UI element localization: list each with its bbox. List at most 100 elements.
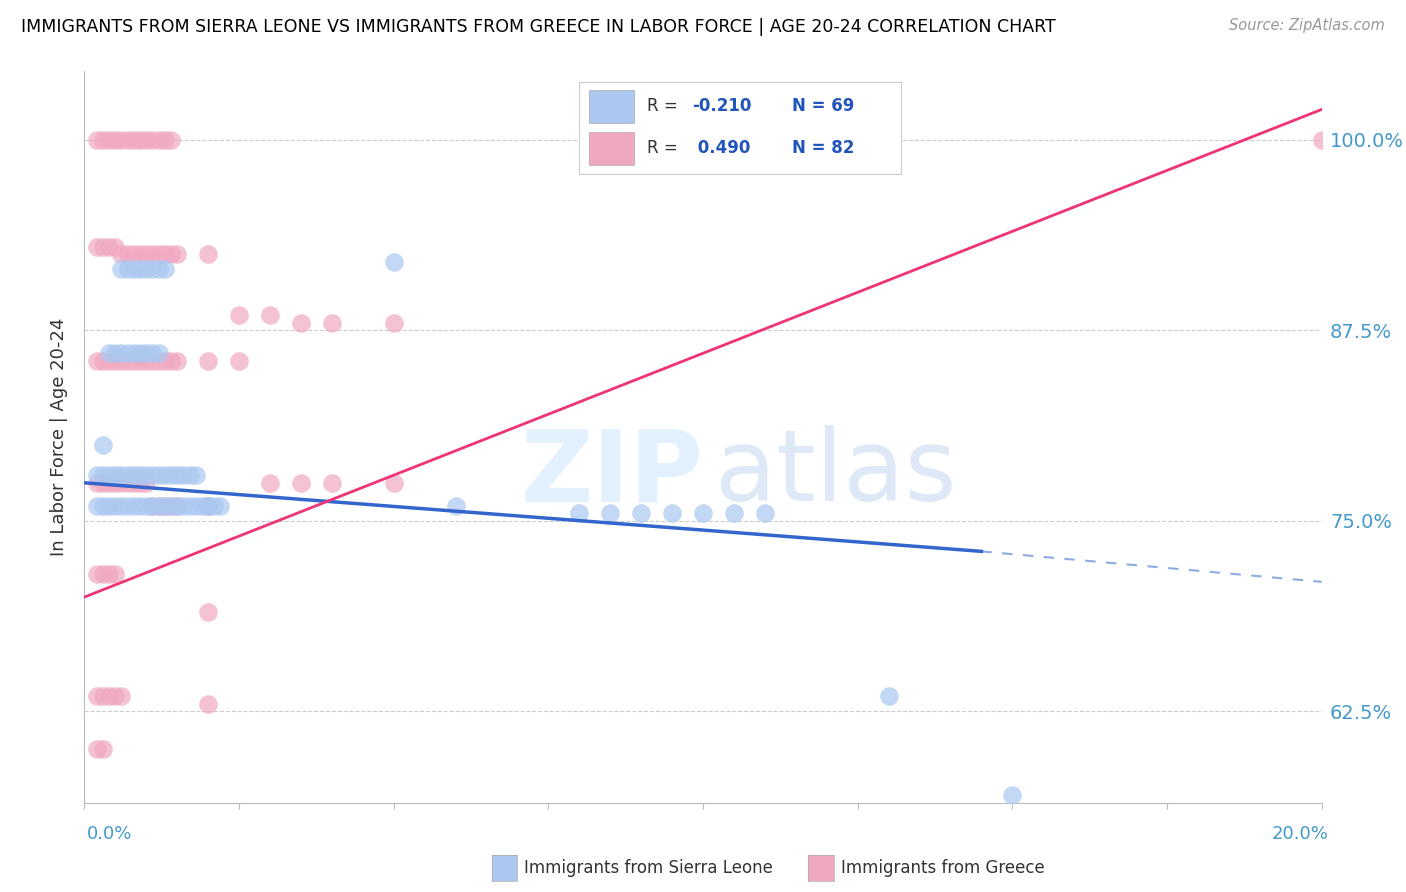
Point	[98, 499, 121, 513]
Point	[122, 499, 145, 513]
Text: Immigrants from Sierra Leone: Immigrants from Sierra Leone	[524, 859, 773, 877]
Point	[122, 346, 145, 360]
Point	[86, 475, 108, 490]
Point	[86, 689, 108, 703]
Point	[129, 262, 152, 277]
Point	[209, 499, 232, 513]
Point	[382, 255, 405, 269]
Point	[117, 346, 139, 360]
Point	[160, 499, 183, 513]
Point	[166, 499, 188, 513]
Point	[135, 499, 157, 513]
Point	[104, 346, 127, 360]
Point	[117, 468, 139, 483]
Point	[117, 133, 139, 147]
Point	[91, 468, 114, 483]
Point	[382, 316, 405, 330]
Text: 0.0%: 0.0%	[87, 825, 132, 843]
Point	[148, 354, 170, 368]
Point	[382, 475, 405, 490]
Point	[91, 567, 114, 582]
Text: IMMIGRANTS FROM SIERRA LEONE VS IMMIGRANTS FROM GREECE IN LABOR FORCE | AGE 20-2: IMMIGRANTS FROM SIERRA LEONE VS IMMIGRAN…	[21, 18, 1056, 36]
Point	[148, 247, 170, 261]
Point	[153, 468, 176, 483]
Point	[86, 567, 108, 582]
Point	[135, 133, 157, 147]
Point	[117, 475, 139, 490]
Point	[91, 689, 114, 703]
Point	[129, 346, 152, 360]
Point	[141, 133, 163, 147]
Point	[321, 316, 343, 330]
Point	[228, 308, 250, 322]
Point	[141, 499, 163, 513]
Point	[877, 689, 900, 703]
Point	[661, 506, 683, 520]
Point	[141, 354, 163, 368]
Point	[110, 262, 132, 277]
Point	[599, 506, 621, 520]
Point	[91, 475, 114, 490]
Point	[197, 499, 219, 513]
Text: Immigrants from Greece: Immigrants from Greece	[841, 859, 1045, 877]
Point	[723, 506, 745, 520]
Point	[104, 354, 127, 368]
Point	[98, 239, 121, 253]
Point	[98, 689, 121, 703]
Point	[135, 247, 157, 261]
Point	[104, 499, 127, 513]
Point	[110, 346, 132, 360]
Point	[290, 316, 312, 330]
Point	[110, 133, 132, 147]
Point	[148, 468, 170, 483]
Point	[129, 133, 152, 147]
Point	[104, 133, 127, 147]
Point	[160, 499, 183, 513]
Point	[141, 468, 163, 483]
Point	[86, 239, 108, 253]
Point	[172, 468, 194, 483]
Point	[191, 499, 214, 513]
Point	[141, 247, 163, 261]
Point	[153, 247, 176, 261]
Point	[135, 346, 157, 360]
Point	[122, 133, 145, 147]
Point	[630, 506, 652, 520]
Point	[122, 475, 145, 490]
Point	[104, 468, 127, 483]
Point	[110, 468, 132, 483]
Point	[160, 247, 183, 261]
Point	[110, 247, 132, 261]
Point	[148, 346, 170, 360]
Point	[197, 605, 219, 619]
Point	[86, 133, 108, 147]
Point	[129, 468, 152, 483]
Point	[754, 506, 776, 520]
Text: Source: ZipAtlas.com: Source: ZipAtlas.com	[1229, 18, 1385, 33]
Point	[160, 354, 183, 368]
Point	[135, 475, 157, 490]
Point	[166, 354, 188, 368]
Point	[197, 697, 219, 711]
Point	[91, 239, 114, 253]
Point	[98, 468, 121, 483]
Point	[91, 742, 114, 756]
Point	[153, 354, 176, 368]
Point	[135, 354, 157, 368]
Point	[104, 475, 127, 490]
Point	[166, 499, 188, 513]
Point	[98, 475, 121, 490]
Point	[166, 247, 188, 261]
Y-axis label: In Labor Force | Age 20-24: In Labor Force | Age 20-24	[51, 318, 69, 557]
Point	[290, 475, 312, 490]
Point	[160, 468, 183, 483]
Point	[117, 499, 139, 513]
Point	[321, 475, 343, 490]
Point	[135, 262, 157, 277]
Point	[568, 506, 591, 520]
Point	[86, 354, 108, 368]
Point	[179, 499, 201, 513]
Point	[117, 354, 139, 368]
Point	[98, 354, 121, 368]
Point	[184, 468, 207, 483]
